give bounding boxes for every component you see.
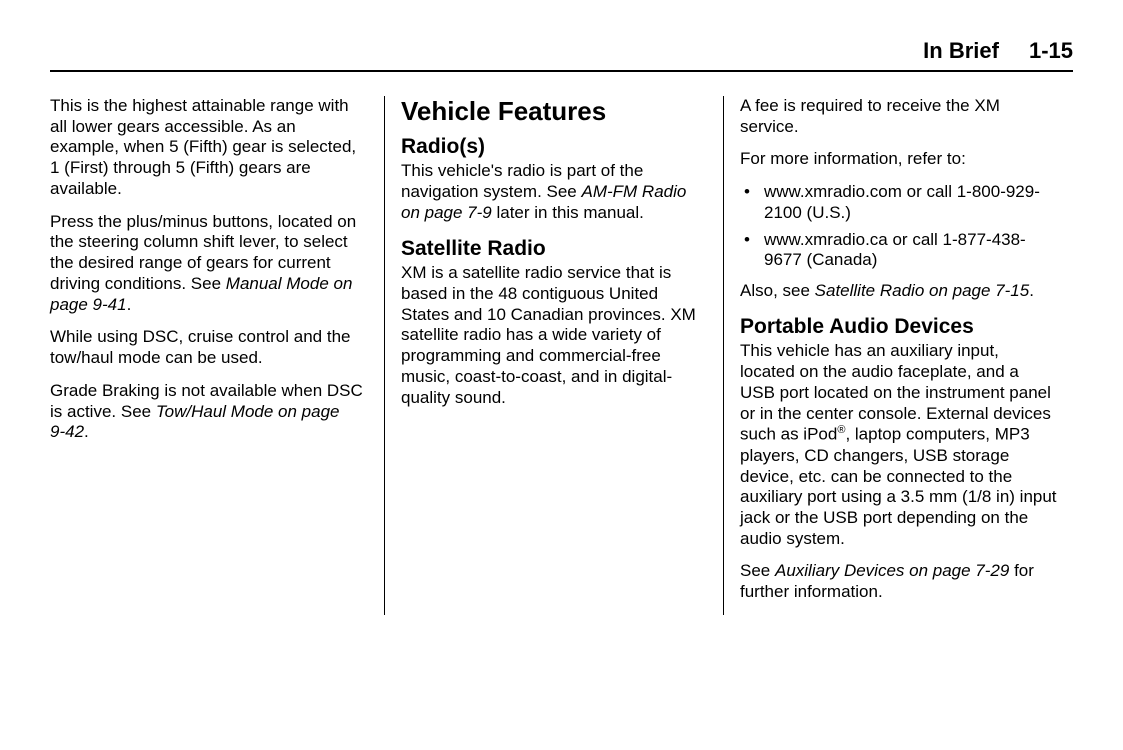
list-item-xm-us: www.xmradio.com or call 1-800-929-2100 (… [740,182,1058,223]
heading-satellite-radio: Satellite Radio [401,236,707,262]
header-section-name: In Brief [923,38,999,64]
heading-portable-audio: Portable Audio Devices [740,314,1058,340]
col3-p5-ref: Auxiliary Devices on page 7‑29 [775,561,1009,580]
col3-p3-text: Also, see [740,281,815,300]
header-page-number: 1-15 [1029,38,1073,64]
col2-p1-end: later in this manual. [492,203,644,222]
col3-p5-text: See [740,561,775,580]
column-3: A fee is required to receive the XM serv… [728,96,1058,615]
col3-bullet-list: www.xmradio.com or call 1-800-929-2100 (… [740,182,1058,271]
heading-vehicle-features: Vehicle Features [401,96,707,128]
heading-radios: Radio(s) [401,134,707,160]
col3-para-4: This vehicle has an auxiliary input, loc… [740,341,1058,549]
col3-p3-ref: Satellite Radio on page 7‑15 [815,281,1030,300]
col1-para-2: Press the plus/minus buttons, located on… [50,212,368,316]
col1-p4-end: . [84,422,89,441]
col1-para-1: This is the highest attainable range wit… [50,96,368,200]
col1-para-3: While using DSC, cruise control and the … [50,327,368,368]
column-divider-2 [723,96,724,615]
col1-p2-end: . [127,295,132,314]
col1-para-4: Grade Braking is not available when DSC … [50,381,368,443]
column-divider-1 [384,96,385,615]
col3-para-5: See Auxiliary Devices on page 7‑29 for f… [740,561,1058,602]
col3-para-3: Also, see Satellite Radio on page 7‑15. [740,281,1058,302]
column-1: This is the highest attainable range wit… [50,96,380,615]
col2-para-2: XM is a satellite radio service that is … [401,263,707,408]
col3-para-2: For more information, refer to: [740,149,1058,170]
col2-para-1: This vehicle's radio is part of the navi… [401,161,707,223]
page-header: In Brief 1-15 [50,38,1073,72]
manual-page: In Brief 1-15 This is the highest attain… [0,0,1123,750]
column-2: Vehicle Features Radio(s) This vehicle's… [389,96,719,615]
content-columns: This is the highest attainable range wit… [50,96,1073,615]
col3-p3-end: . [1029,281,1034,300]
list-item-xm-canada: www.xmradio.ca or call 1-877-438-9677 (C… [740,230,1058,271]
col3-para-1: A fee is required to receive the XM serv… [740,96,1058,137]
